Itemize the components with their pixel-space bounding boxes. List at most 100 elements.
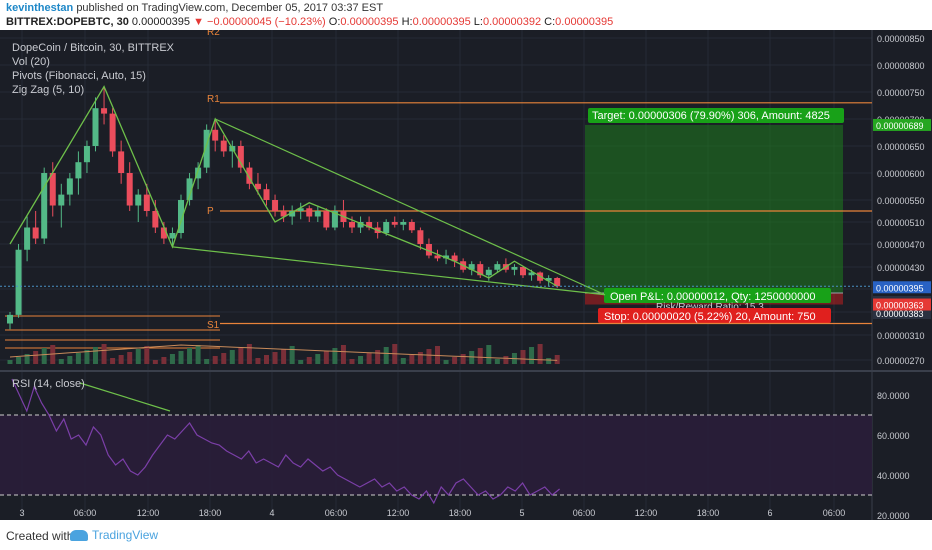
candle-body <box>58 194 65 206</box>
tradingview-brand: TradingView <box>92 528 159 542</box>
candle-body <box>118 151 125 173</box>
lower-trendline <box>172 246 606 296</box>
candle-body <box>126 173 133 206</box>
tradingview-logo[interactable]: TradingView <box>70 528 158 542</box>
candle-body <box>468 264 475 270</box>
price-tick-label: 0.00000650 <box>877 142 925 152</box>
candle-body <box>511 267 518 270</box>
rsi-tick-label: 20.0000 <box>877 511 910 520</box>
volume-bar <box>537 344 543 364</box>
pivot-label-s1: S1 <box>207 320 220 331</box>
candle-body <box>254 183 261 190</box>
rsi-pane[interactable] <box>0 378 872 505</box>
candle-layer <box>7 86 561 330</box>
candle-body <box>391 222 398 225</box>
volume-bar <box>118 355 124 364</box>
volume-bar <box>127 352 133 364</box>
trendline-layer[interactable] <box>0 85 872 296</box>
volume-bar <box>383 347 389 364</box>
chart-area[interactable]: Target: 0.00000306 (79.90%) 306, Amount:… <box>0 27 932 521</box>
candle-body <box>101 108 108 114</box>
footer-bar: Created with TradingView <box>0 520 932 550</box>
volume-bar <box>264 355 269 364</box>
volume-bar <box>229 350 235 364</box>
candle-body <box>7 314 13 324</box>
rsi-trendline <box>79 382 171 412</box>
open-value: 0.00000395 <box>340 16 399 28</box>
volume-bar <box>58 359 64 364</box>
volume-bar <box>110 358 116 364</box>
volume-bar <box>41 348 47 364</box>
legend-zigzag[interactable]: Zig Zag (5, 10) <box>12 84 85 96</box>
candle-body <box>75 162 82 179</box>
price-marker-bg <box>873 298 931 311</box>
volume-bar <box>375 350 381 364</box>
legend-vol[interactable]: Vol (20) <box>12 56 50 68</box>
publish-line: kevinthestan published on TradingView.co… <box>6 2 383 14</box>
pnl-label-bg <box>604 288 831 303</box>
position-tool[interactable]: Target: 0.00000306 (79.90%) 306, Amount:… <box>585 108 844 323</box>
candle-body <box>383 222 390 233</box>
high-label: H: <box>401 16 413 28</box>
time-tick-label: 06:00 <box>573 508 596 518</box>
price-tick-label: 0.00000430 <box>877 263 925 273</box>
price-marker-label: 0.00000689 <box>876 121 924 131</box>
author-link[interactable]: kevinthestan <box>6 2 74 14</box>
close-value: 0.00000395 <box>555 16 614 28</box>
chart-svg[interactable]: Target: 0.00000306 (79.90%) 306, Amount:… <box>0 27 932 521</box>
pnl-label-text: Open P&L: 0.00000012, Qty: 1250000000 <box>610 291 816 303</box>
candle-body <box>289 211 296 217</box>
created-with-label: Created with <box>6 529 74 543</box>
legend-rsi[interactable]: RSI (14, close) <box>12 378 85 390</box>
candle-body <box>297 208 304 211</box>
volume-bar <box>452 357 458 364</box>
candle-body <box>485 269 492 276</box>
rsi-tick-label: 40.0000 <box>877 471 910 481</box>
volume-bar <box>195 345 201 364</box>
candle-body <box>323 211 330 228</box>
zigzag-line <box>9 85 558 287</box>
candle-body <box>357 222 364 228</box>
candle-body <box>400 222 407 225</box>
candle-body <box>203 129 210 168</box>
candle-body <box>417 230 424 244</box>
volume-bar <box>135 349 141 364</box>
target-label-bg <box>588 108 844 123</box>
time-tick-label: 06:00 <box>74 508 97 518</box>
candle-body <box>15 249 22 315</box>
volume-bar <box>298 360 304 364</box>
volume-bar <box>187 348 193 364</box>
price-marker-bg <box>873 118 931 131</box>
volume-bar <box>332 348 338 364</box>
candle-body <box>109 113 116 152</box>
candle-body <box>186 178 193 200</box>
volume-bar <box>443 360 449 364</box>
stop-label-bg <box>598 308 831 323</box>
rr-label: Risk/Reward Ratio: 15.3 <box>656 302 764 313</box>
volume-ma-line <box>9 344 558 361</box>
volume-bar <box>246 344 252 364</box>
candle-body <box>169 233 176 239</box>
time-tick-label: 12:00 <box>387 508 410 518</box>
time-tick-label: 12:00 <box>137 508 160 518</box>
volume-bar <box>520 350 526 364</box>
candle-body <box>83 146 90 163</box>
candle-body <box>41 173 48 239</box>
header-bar: kevinthestan published on TradingView.co… <box>0 0 932 30</box>
candle-body <box>32 227 39 239</box>
volume-layer <box>7 344 560 364</box>
quote-line: BITTREX:DOPEBTC, 30 0.00000395 ▼ −0.0000… <box>6 16 613 28</box>
candle-body <box>425 244 432 256</box>
volume-bar <box>7 360 13 364</box>
volume-bar <box>255 358 261 364</box>
volume-bar <box>477 348 483 364</box>
price-tick-label: 0.00000850 <box>877 34 925 44</box>
volume-bar <box>238 347 244 364</box>
rsi-tick-label: 80.0000 <box>877 391 910 401</box>
low-value: 0.00000392 <box>482 16 542 28</box>
legend-pivots[interactable]: Pivots (Fibonacci, Auto, 15) <box>12 70 146 82</box>
volume-bar <box>469 351 475 364</box>
target-label: Target: 0.00000306 (79.90%) 306, Amount:… <box>588 108 844 123</box>
publish-info: published on TradingView.com, December 0… <box>76 2 384 14</box>
candle-body <box>220 140 227 152</box>
